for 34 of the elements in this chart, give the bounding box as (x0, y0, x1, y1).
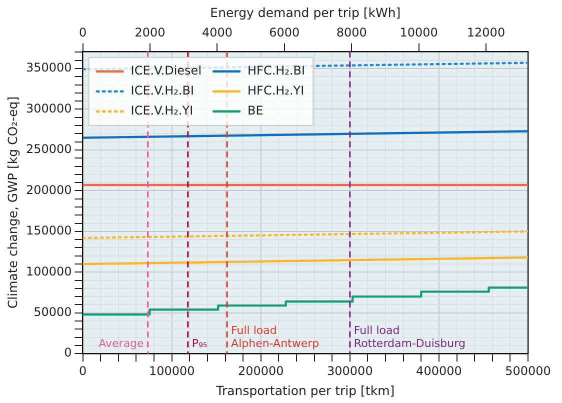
y-axis-title: Climate change, GWP [kg CO₂-eq] (4, 96, 20, 309)
x2-tick-label: 10000 (400, 25, 438, 40)
y-tick-label: 300000 (26, 101, 72, 116)
x2-tick-label: 8000 (336, 25, 367, 40)
x-tick-label: 100000 (148, 364, 195, 378)
x2-tick-label: 4000 (202, 25, 232, 40)
legend-label: ICE.V.H₂.YI (130, 104, 194, 118)
y-tick-label: 350000 (26, 60, 72, 75)
y-tick-label: 200000 (26, 182, 72, 197)
y-tick-label: 100000 (26, 264, 72, 278)
y-tick-label: 250000 (26, 142, 72, 156)
legend-label: ICE.V.Diesel (130, 64, 202, 78)
x2-tick-label: 0 (78, 25, 87, 40)
y-tick-label: 50000 (34, 304, 72, 319)
x-tick-label: 400000 (416, 364, 462, 378)
x-tick-label: 300000 (327, 364, 373, 378)
ref-line-label: Full load Alphen-Antwerp (231, 324, 320, 350)
ref-line-label: Average (98, 336, 144, 350)
legend-label: BE (248, 104, 264, 118)
legend-label: HFC.H₂.BI (248, 64, 306, 78)
x-tick-label: 0 (78, 364, 87, 378)
y-tick-label: 150000 (26, 224, 72, 238)
legend-label: ICE.V.H₂.BI (130, 84, 194, 98)
y-tick-label: 0 (64, 346, 72, 360)
x2-tick-label: 2000 (134, 25, 166, 40)
ref-line-label: Full load Rotterdam-Duisburg (354, 324, 466, 350)
x-axis-title: Transportation per trip [tkm] (215, 382, 395, 398)
ref-line-label: P₉₅ (192, 336, 208, 350)
x2-axis-title: Energy demand per trip [kWh] (210, 4, 401, 20)
legend-label: HFC.H₂.YI (248, 84, 304, 98)
x2-tick-label: 6000 (269, 25, 300, 40)
x-tick-label: 200000 (238, 364, 284, 378)
x2-tick-label: 12000 (466, 25, 506, 40)
x-tick-label: 500000 (505, 364, 551, 378)
